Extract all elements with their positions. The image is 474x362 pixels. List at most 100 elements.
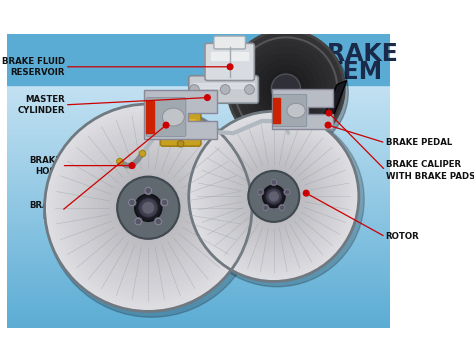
Circle shape [48, 108, 248, 307]
Bar [7, 173, 391, 174]
Circle shape [243, 165, 305, 227]
Bar [7, 194, 391, 195]
Bar [7, 72, 391, 73]
Bar [7, 40, 391, 41]
Bar [7, 321, 391, 322]
Bar [7, 208, 391, 209]
Bar [7, 76, 391, 77]
Bar [7, 89, 391, 90]
Bar [7, 61, 391, 62]
Bar [7, 71, 391, 72]
Bar [7, 319, 391, 320]
Bar [7, 165, 391, 167]
Circle shape [262, 204, 269, 211]
Ellipse shape [287, 103, 305, 118]
Bar [7, 209, 391, 210]
Bar [7, 251, 391, 252]
Circle shape [280, 206, 284, 210]
Circle shape [220, 85, 230, 94]
Circle shape [91, 151, 205, 265]
Circle shape [146, 189, 150, 193]
Circle shape [205, 127, 343, 265]
Bar [7, 35, 391, 36]
Bar [7, 132, 391, 133]
Bar [7, 34, 391, 85]
Bar [7, 157, 391, 158]
Bar [7, 185, 391, 186]
Bar [7, 180, 391, 181]
Bar [7, 48, 391, 49]
Bar [7, 112, 391, 113]
Bar [7, 52, 391, 53]
Bar [7, 56, 391, 57]
Bar [7, 90, 391, 91]
FancyBboxPatch shape [205, 43, 255, 81]
Bar [7, 228, 391, 229]
Bar [7, 83, 391, 84]
Bar [7, 74, 391, 75]
Bar [7, 119, 391, 120]
Circle shape [228, 30, 344, 147]
Bar [7, 174, 391, 175]
Bar [7, 164, 391, 165]
Circle shape [270, 179, 277, 186]
Bar [7, 170, 391, 171]
Bar [7, 260, 391, 261]
Circle shape [64, 123, 232, 292]
Bar [7, 125, 391, 126]
Circle shape [87, 147, 209, 269]
Text: ROTOR: ROTOR [385, 232, 419, 241]
Circle shape [248, 171, 299, 222]
Bar [7, 231, 391, 232]
Bar [7, 78, 391, 79]
Bar [7, 239, 391, 240]
Bar [7, 229, 391, 230]
Bar [7, 136, 391, 137]
Circle shape [139, 150, 146, 157]
Circle shape [214, 137, 333, 256]
Bar [7, 36, 391, 37]
Bar [7, 310, 391, 311]
Bar [7, 58, 391, 59]
Bar [7, 122, 391, 123]
Circle shape [266, 189, 282, 204]
Bar [7, 254, 391, 255]
Circle shape [257, 59, 315, 118]
Bar [7, 294, 391, 295]
Bar [7, 123, 391, 124]
Bar [7, 38, 391, 39]
Bar [7, 104, 391, 105]
Bar [7, 191, 391, 192]
Bar [7, 296, 391, 297]
Bar [7, 115, 391, 116]
Bar [7, 225, 391, 226]
Bar [7, 45, 391, 46]
Bar [7, 86, 391, 87]
Circle shape [103, 163, 193, 253]
Bar [7, 57, 391, 58]
Bar [7, 203, 391, 204]
Bar [7, 63, 391, 64]
Bar [7, 85, 391, 86]
Circle shape [52, 112, 244, 304]
Bar [7, 192, 391, 193]
Bar [7, 60, 391, 61]
Bar [7, 100, 391, 101]
Bar [7, 143, 391, 144]
Bar [7, 81, 391, 82]
Bar [7, 150, 391, 151]
Bar [7, 230, 391, 231]
Circle shape [280, 83, 292, 94]
Bar [7, 71, 391, 72]
Circle shape [130, 201, 134, 205]
Polygon shape [144, 90, 217, 139]
Bar [7, 53, 391, 54]
Bar [7, 77, 391, 78]
Bar [7, 211, 391, 212]
Text: SYSTEM: SYSTEM [275, 60, 383, 84]
Circle shape [83, 143, 213, 273]
Bar [7, 264, 391, 265]
Bar [7, 322, 391, 323]
Bar [7, 257, 391, 258]
Bar [7, 265, 391, 266]
